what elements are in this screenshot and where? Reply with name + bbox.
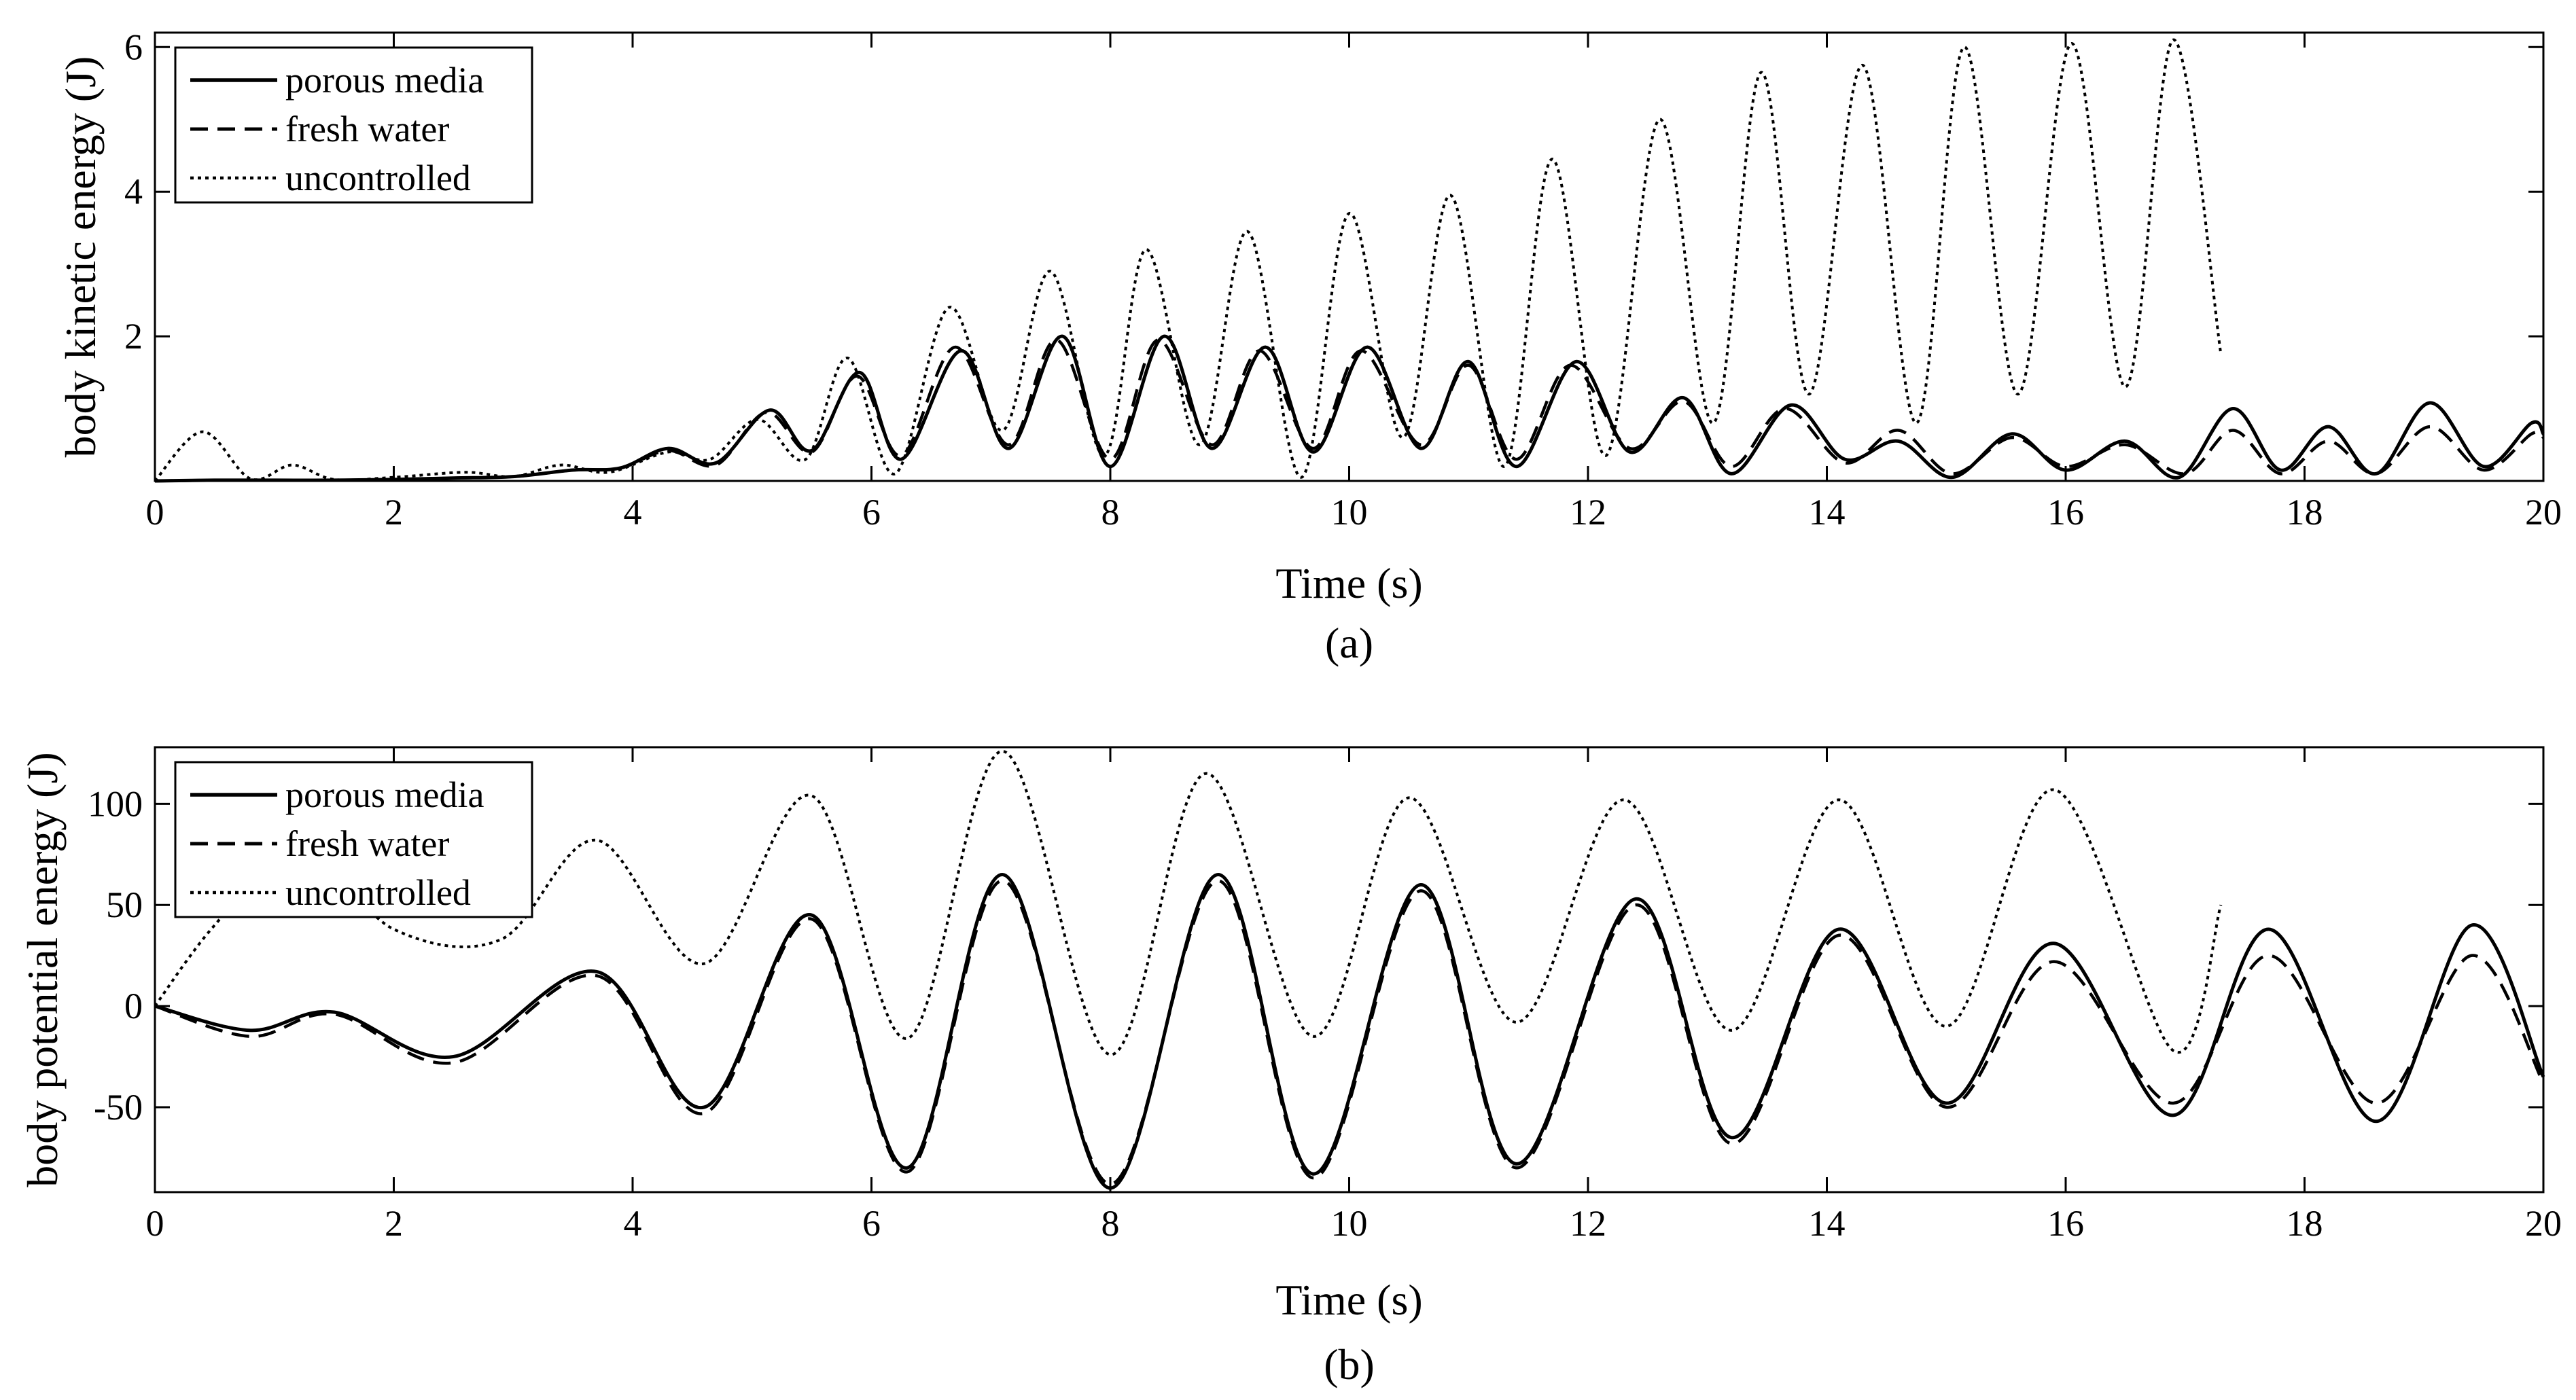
- chart-panel-a: 0 2 4 6 8 10 12 14 16 18 20 2 4 6 porous media fresh w…: [56, 26, 2562, 667]
- x-tick-label-b-8: 16: [2047, 1203, 2084, 1244]
- legend-label-b-2: uncontrolled: [285, 872, 471, 913]
- x-tick-label-b-10: 20: [2525, 1203, 2562, 1244]
- y-tick-label-b-2: 50: [106, 884, 143, 925]
- y-axis-label-a: body kinetic energy (J): [56, 56, 105, 458]
- x-tick-label-b-9: 18: [2287, 1203, 2323, 1244]
- legend-label-b-0: porous media: [285, 774, 484, 815]
- y-tick-label-a-1: 4: [124, 171, 143, 212]
- x-axis-label-a: Time (s): [1275, 559, 1422, 607]
- legend-label-b-1: fresh water: [285, 823, 449, 864]
- series-line-b-porous-media: [154, 873, 2545, 1190]
- y-axis-label-b: body potential energy (J): [18, 752, 67, 1187]
- legend-label-a-2: uncontrolled: [285, 158, 471, 198]
- chart-panel-b: 0 2 4 6 8 10 12 14 16 18 20 -50 0 50 100 porous media f…: [18, 746, 2562, 1388]
- x-axis-label-b: Time (s): [1275, 1276, 1422, 1324]
- series-group-a: [154, 38, 2545, 483]
- legend-box-b: [174, 761, 533, 918]
- y-tick-label-b-1: 0: [124, 986, 143, 1026]
- x-tick-label-a-5: 10: [1331, 492, 1368, 533]
- legend-box-a: [174, 46, 533, 204]
- y-tick-label-b-3: 100: [88, 783, 143, 824]
- series-line-b-uncontrolled: [154, 749, 2223, 1056]
- legend-label-a-0: porous media: [285, 60, 484, 101]
- series-line-a-fresh-water: [154, 338, 2545, 483]
- x-tick-label-a-2: 4: [624, 492, 642, 533]
- y-tick-label-a-2: 6: [124, 26, 143, 67]
- legend-a: porous media fresh water uncontrolled: [174, 46, 533, 204]
- x-tick-label-b-5: 10: [1331, 1203, 1368, 1244]
- x-tick-label-a-9: 18: [2287, 492, 2323, 533]
- x-tick-label-b-0: 0: [146, 1203, 164, 1244]
- axis-ticks-a: 0 2 4 6 8 10 12 14 16 18 20 2 4 6: [124, 26, 2562, 533]
- x-tick-label-a-10: 20: [2525, 492, 2562, 533]
- x-tick-label-b-4: 8: [1101, 1203, 1120, 1244]
- y-tick-label-b-0: -50: [94, 1087, 143, 1128]
- series-line-a-uncontrolled: [154, 38, 2223, 482]
- series-line-b-fresh-water: [154, 879, 2545, 1186]
- x-tick-label-b-2: 4: [624, 1203, 642, 1244]
- legend-label-a-1: fresh water: [285, 109, 449, 149]
- x-tick-label-a-7: 14: [1809, 492, 1846, 533]
- x-tick-label-a-8: 16: [2047, 492, 2084, 533]
- x-tick-label-b-7: 14: [1809, 1203, 1846, 1244]
- legend-b: porous media fresh water uncontrolled: [174, 761, 533, 918]
- series-line-a-porous-media: [154, 334, 2545, 483]
- series-group-b: [154, 749, 2545, 1190]
- x-tick-label-a-1: 2: [385, 492, 403, 533]
- x-tick-label-a-0: 0: [146, 492, 164, 533]
- x-tick-label-a-3: 6: [862, 492, 881, 533]
- x-tick-label-b-3: 6: [862, 1203, 881, 1244]
- x-tick-label-b-1: 2: [385, 1203, 403, 1244]
- x-tick-label-a-4: 8: [1101, 492, 1120, 533]
- caption-a: (a): [1325, 619, 1373, 667]
- y-tick-label-a-0: 2: [124, 316, 143, 357]
- x-tick-label-a-6: 12: [1570, 492, 1606, 533]
- axis-ticks-b: 0 2 4 6 8 10 12 14 16 18 20 -50 0 50 100: [88, 747, 2562, 1244]
- x-tick-label-b-6: 12: [1570, 1203, 1606, 1244]
- caption-b: (b): [1324, 1340, 1375, 1388]
